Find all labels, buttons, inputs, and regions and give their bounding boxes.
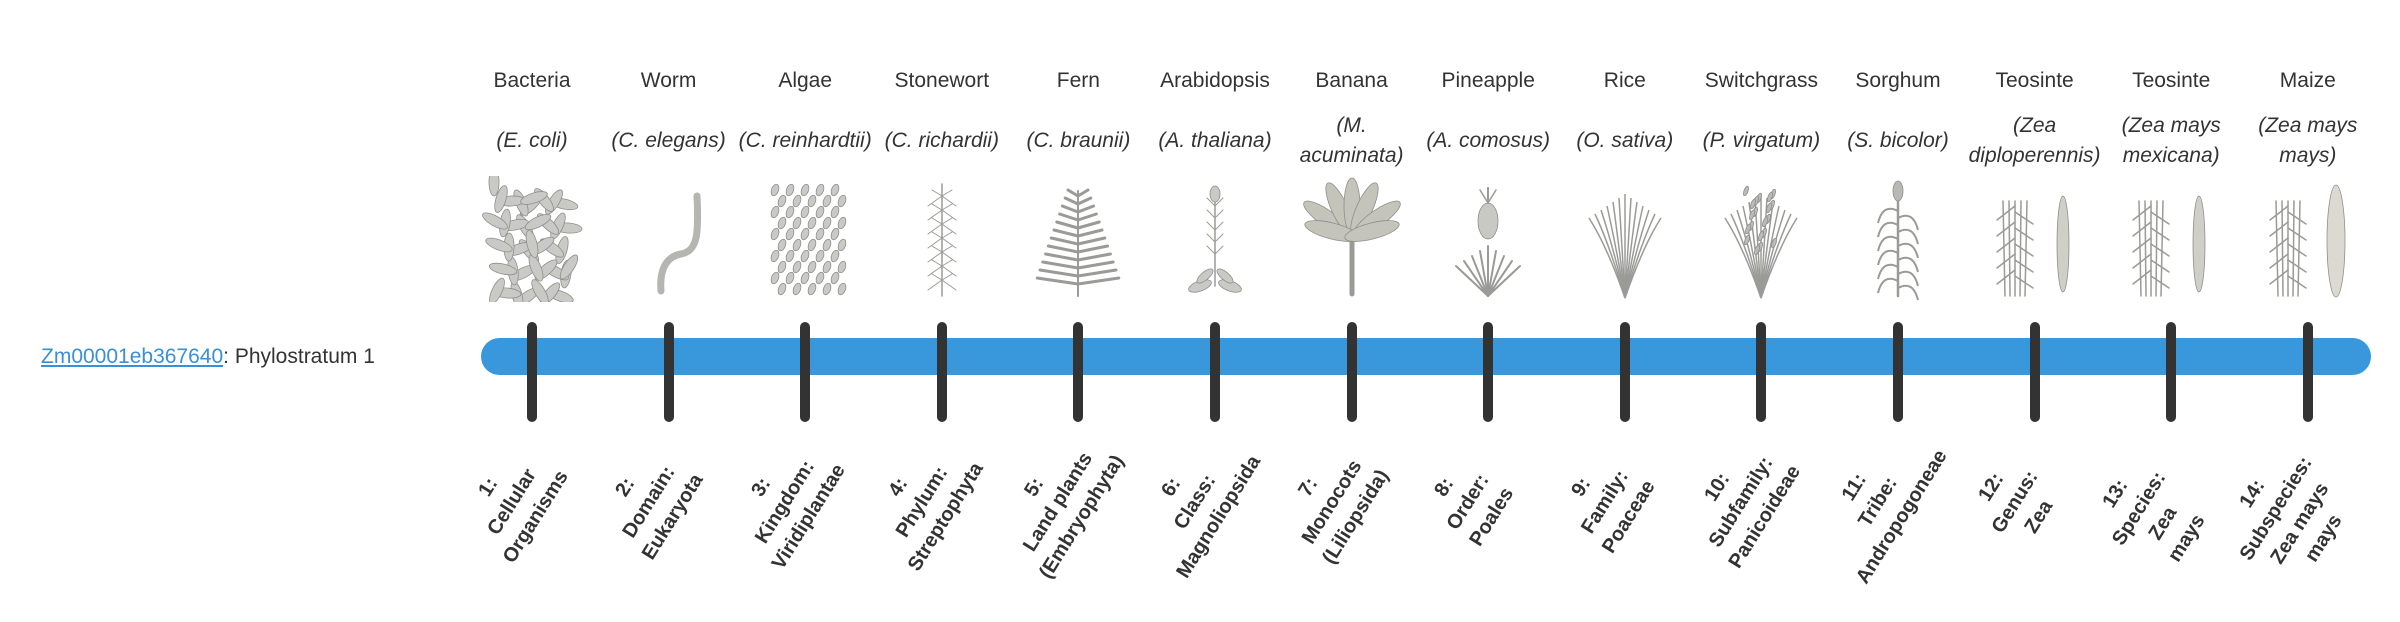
worm-icon	[609, 176, 729, 302]
organism-common-name: Maize	[2279, 69, 2336, 92]
teosinte-icon	[2111, 176, 2231, 302]
timeline-tick	[1756, 322, 1767, 422]
phylostratum-rank-label: 14: Subspecies: Zea mays mays	[2235, 452, 2347, 568]
timeline-tick	[1619, 322, 1630, 422]
timeline-tick	[1346, 322, 1357, 422]
sorghum-icon	[1838, 176, 1958, 302]
organism-species-name: (O. sativa)	[1576, 129, 1674, 152]
organism-common-name: Banana	[1315, 69, 1388, 92]
phylostratum-rank-label: 7: Monocots (Liliopsida)	[1293, 456, 1393, 568]
timeline-tick	[1073, 322, 1084, 422]
phylostratum-rank-label: 10: Subfamily: Panicoideae	[1700, 452, 1806, 573]
organism-species-name: (C. richardii)	[884, 129, 999, 152]
maize-icon	[2248, 176, 2368, 302]
organism-species-name: (C. reinhardtii)	[738, 129, 872, 152]
fern-icon	[1018, 176, 1138, 302]
organism-common-name: Rice	[1603, 69, 1646, 92]
organism-common-name: Teosinte	[1995, 69, 2074, 92]
organism-species-name: (C. braunii)	[1026, 129, 1131, 152]
organism-species-name: (P. virgatum)	[1702, 129, 1821, 152]
organism-species-name: (M. acuminata)	[1299, 114, 1404, 167]
gene-label: Zm00001eb367640: Phylostratum 1	[41, 342, 375, 372]
organism-species-name: (Zea diploperennis)	[1968, 114, 2101, 167]
organism-species-name: (E. coli)	[496, 129, 568, 152]
organism-common-name: Teosinte	[2132, 69, 2211, 92]
gene-link[interactable]: Zm00001eb367640	[41, 345, 224, 368]
timeline-tick	[936, 322, 947, 422]
algae-icon	[745, 176, 865, 302]
timeline-tick	[1893, 322, 1903, 422]
organism-common-name: Switchgrass	[1704, 69, 1818, 92]
organism-common-name: Algae	[778, 69, 833, 92]
organism-species-name: (A. thaliana)	[1158, 129, 1272, 152]
organism-common-name: Arabidopsis	[1160, 69, 1270, 92]
stonewort-icon	[882, 176, 1002, 302]
teosinte-icon	[1975, 176, 2095, 302]
organism-species-name: (Zea mays mexicana)	[2121, 114, 2221, 167]
timeline-tick	[2029, 322, 2040, 422]
phylostratum-rank-label: 8: Order: Poales	[1430, 470, 1519, 551]
phylostratum-timeline-bar	[481, 338, 2371, 375]
timeline-tick	[527, 322, 537, 422]
organism-common-name: Pineapple	[1441, 69, 1535, 92]
phylostratum-text: : Phylostratum 1	[223, 345, 375, 368]
organism-common-name: Sorghum	[1855, 69, 1941, 92]
timeline-tick	[663, 322, 674, 422]
phylostratum-rank-label: 3: Kingdom: Viridiplantae	[747, 456, 850, 574]
organism-species-name: (C. elegans)	[611, 129, 726, 152]
organism-common-name: Stonewort	[894, 69, 990, 92]
arabidopsis-icon	[1155, 176, 1275, 302]
phylostratum-rank-label: 9: Family: Poaceae	[1567, 466, 1660, 558]
organism-species-name: (Zea mays mays)	[2258, 114, 2358, 167]
organism-common-name: Fern	[1056, 69, 1100, 92]
organism-species-name: (A. comosus)	[1426, 129, 1551, 152]
phylostratum-rank-label: 6: Class: Magnoliopsida	[1157, 451, 1266, 583]
phylostratum-rank-label: 4: Phylum: Streptophyta	[884, 458, 988, 575]
pineapple-icon	[1428, 176, 1548, 302]
phylostratum-rank-label: 2: Domain: Eukaryota	[610, 462, 708, 564]
phylostratum-rank-label: 11: Tribe: Andropogoneae	[1837, 445, 1952, 588]
timeline-tick	[800, 322, 811, 422]
banana-icon	[1292, 176, 1412, 302]
timeline-tick	[1210, 322, 1220, 422]
organism-common-name: Bacteria	[493, 69, 571, 92]
phylostratum-rank-label: 5: Land plants (Embryophyta)	[1019, 448, 1129, 583]
rice-icon	[1565, 176, 1685, 302]
bacteria-icon	[472, 167, 592, 309]
organism-common-name: Worm	[640, 69, 697, 92]
switchgrass-icon	[1701, 176, 1821, 302]
timeline-tick	[2166, 322, 2177, 422]
timeline-tick	[2302, 322, 2313, 422]
timeline-tick	[1483, 322, 1494, 422]
phylostratum-rank-label: 1: Cellular Organisms	[474, 465, 573, 567]
organism-species-name: (S. bicolor)	[1847, 129, 1949, 152]
